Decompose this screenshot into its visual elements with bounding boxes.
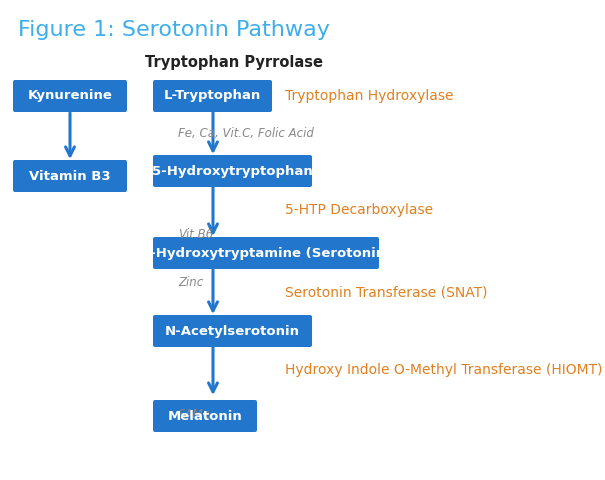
FancyBboxPatch shape: [153, 400, 257, 432]
Text: Vitamin B3: Vitamin B3: [29, 169, 111, 182]
FancyBboxPatch shape: [13, 160, 127, 192]
Text: 5-HTP Decarboxylase: 5-HTP Decarboxylase: [285, 203, 433, 217]
Text: N-Acetylserotonin: N-Acetylserotonin: [165, 324, 300, 337]
Text: Zinc: Zinc: [178, 276, 203, 289]
Text: 5-Hydroxytryptamine (Serotonin): 5-Hydroxytryptamine (Serotonin): [141, 247, 391, 260]
FancyBboxPatch shape: [153, 237, 379, 269]
Text: Serotonin Transferase (SNAT): Serotonin Transferase (SNAT): [285, 285, 488, 299]
Text: Fe, Ca, Vit.C, Folic Acid: Fe, Ca, Vit.C, Folic Acid: [178, 127, 314, 140]
Text: Vit.B6: Vit.B6: [178, 228, 213, 241]
FancyBboxPatch shape: [153, 80, 272, 112]
Text: L-Tryptophan: L-Tryptophan: [164, 89, 261, 103]
Text: SAMe: SAMe: [178, 408, 211, 420]
FancyBboxPatch shape: [153, 155, 312, 187]
FancyBboxPatch shape: [13, 80, 127, 112]
Text: Tryptophan Hydroxylase: Tryptophan Hydroxylase: [285, 89, 454, 103]
Text: 5-Hydroxytryptophan: 5-Hydroxytryptophan: [152, 165, 313, 178]
Text: Hydroxy Indole O-Methyl Transferase (HIOMT): Hydroxy Indole O-Methyl Transferase (HIO…: [285, 363, 603, 377]
FancyBboxPatch shape: [153, 315, 312, 347]
Text: Tryptophan Pyrrolase: Tryptophan Pyrrolase: [145, 55, 323, 70]
Text: Kynurenine: Kynurenine: [28, 89, 113, 103]
Text: Melatonin: Melatonin: [168, 409, 243, 422]
Text: Figure 1: Serotonin Pathway: Figure 1: Serotonin Pathway: [18, 20, 330, 40]
